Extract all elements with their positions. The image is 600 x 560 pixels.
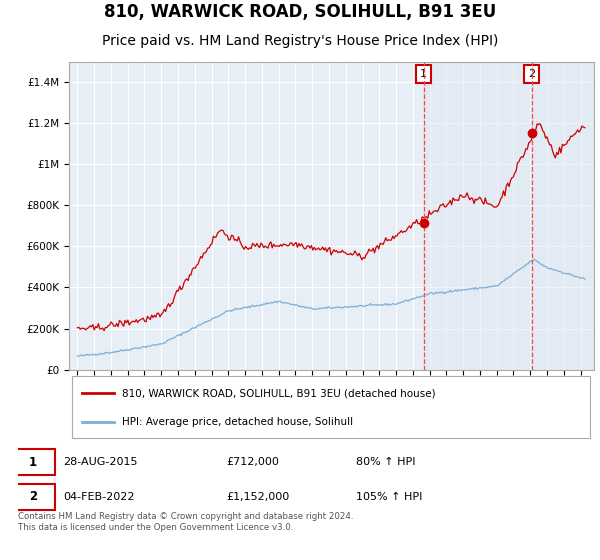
Text: 2: 2 bbox=[529, 69, 536, 79]
Text: Price paid vs. HM Land Registry's House Price Index (HPI): Price paid vs. HM Land Registry's House … bbox=[102, 34, 498, 48]
Text: 1: 1 bbox=[420, 69, 427, 79]
Text: 105% ↑ HPI: 105% ↑ HPI bbox=[356, 492, 423, 502]
FancyBboxPatch shape bbox=[71, 376, 590, 438]
Text: 80% ↑ HPI: 80% ↑ HPI bbox=[356, 457, 416, 467]
Text: 2: 2 bbox=[29, 491, 37, 503]
Text: HPI: Average price, detached house, Solihull: HPI: Average price, detached house, Soli… bbox=[121, 417, 353, 427]
FancyBboxPatch shape bbox=[13, 449, 55, 475]
Text: 1: 1 bbox=[29, 455, 37, 469]
Text: 04-FEB-2022: 04-FEB-2022 bbox=[63, 492, 134, 502]
Text: 810, WARWICK ROAD, SOLIHULL, B91 3EU: 810, WARWICK ROAD, SOLIHULL, B91 3EU bbox=[104, 3, 496, 21]
FancyBboxPatch shape bbox=[13, 484, 55, 510]
Bar bbox=[424, 62, 594, 370]
Text: 28-AUG-2015: 28-AUG-2015 bbox=[63, 457, 137, 467]
Text: 810, WARWICK ROAD, SOLIHULL, B91 3EU (detached house): 810, WARWICK ROAD, SOLIHULL, B91 3EU (de… bbox=[121, 388, 435, 398]
Text: £1,152,000: £1,152,000 bbox=[227, 492, 290, 502]
Text: £712,000: £712,000 bbox=[227, 457, 280, 467]
Text: Contains HM Land Registry data © Crown copyright and database right 2024.
This d: Contains HM Land Registry data © Crown c… bbox=[18, 512, 353, 532]
